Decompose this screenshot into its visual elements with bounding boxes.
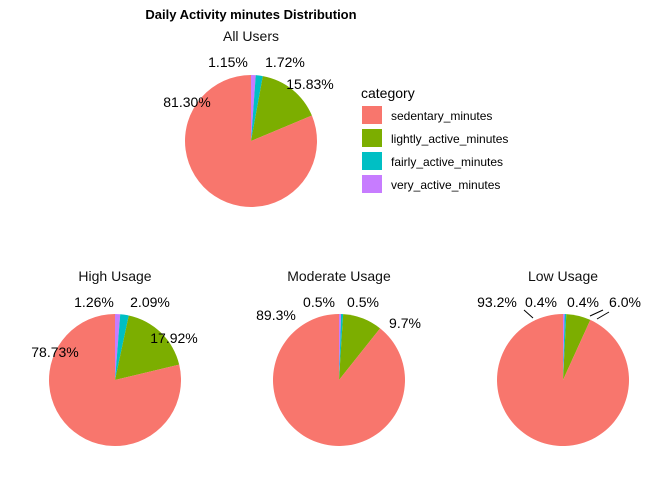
slice-percent-label: 89.3% [256,307,296,323]
slice-percent-label: 0.5% [347,294,379,310]
label-leader-line [589,309,604,317]
pie-slice-fairly-active-minutes [339,314,344,380]
pie-slice-lightly-active-minutes [251,76,312,141]
slice-percent-label: 0.4% [525,294,557,310]
legend-label-very-active-minutes: very_active_minutes [391,178,500,192]
pie-slice-very-active-minutes [251,75,256,141]
label-leader-line [523,309,534,319]
legend-swatch-sedentary-minutes [362,106,382,124]
legend-title: category [361,85,415,101]
label-leader-line [596,311,610,320]
slice-percent-label: 15.83% [286,76,333,92]
slice-percent-label: 78.73% [31,344,78,360]
pie-slice-sedentary-minutes [49,314,182,446]
slice-percent-label: 1.26% [74,294,114,310]
legend-label-lightly-active-minutes: lightly_active_minutes [391,132,508,146]
pie-slice-very-active-minutes [563,314,565,380]
pie-slice-lightly-active-minutes [115,315,180,380]
pie-slice-sedentary-minutes [497,314,630,446]
legend-label-sedentary-minutes: sedentary_minutes [391,109,492,123]
slice-percent-label: 17.92% [150,330,197,346]
pie-slice-fairly-active-minutes [563,314,567,380]
slice-percent-label: 9.7% [389,315,421,331]
legend-swatch-fairly-active-minutes [362,152,382,170]
legend-label-fairly-active-minutes: fairly_active_minutes [391,155,503,169]
chart-title: Daily Activity minutes Distribution [145,7,357,22]
pie-slice-lightly-active-minutes [339,314,381,380]
slice-percent-label: 93.2% [477,294,517,310]
pie-subtitle-3: Moderate Usage [287,268,391,284]
slice-percent-label: 1.15% [208,54,248,70]
slice-percent-label: 6.0% [609,294,641,310]
slice-percent-label: 1.72% [265,54,305,70]
pie-slice-sedentary-minutes [272,314,405,446]
pie-slice-fairly-active-minutes [251,75,263,141]
pie-subtitle-4: Low Usage [528,268,598,284]
slice-percent-label: 0.4% [567,294,599,310]
pie-slice-very-active-minutes [339,313,342,380]
slice-percent-label: 2.09% [130,294,170,310]
pie-slice-very-active-minutes [115,314,121,380]
pie-slice-lightly-active-minutes [563,314,591,380]
pie-slice-sedentary-minutes [185,75,318,207]
slice-percent-label: 81.30% [163,94,210,110]
legend-swatch-very-active-minutes [362,175,382,193]
pie-subtitle-1: All Users [223,28,279,44]
slice-percent-label: 0.5% [303,294,335,310]
pie-subtitle-2: High Usage [78,268,151,284]
pie-slice-fairly-active-minutes [115,314,129,380]
legend-swatch-lightly-active-minutes [362,129,382,147]
